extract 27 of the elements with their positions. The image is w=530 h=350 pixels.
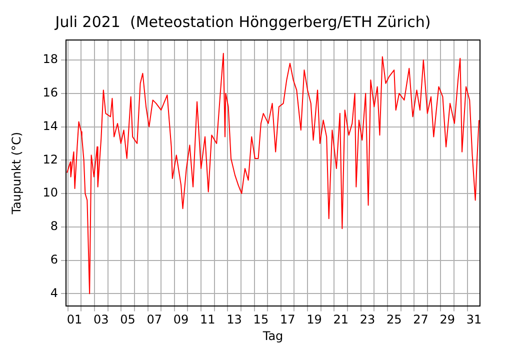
y-tick-label: 14 (42, 118, 58, 133)
x-tick-label: 11 (200, 312, 216, 327)
x-tick-label: 13 (226, 312, 242, 327)
y-axis-title: Taupunkt (°C) (9, 132, 24, 216)
x-tick-label: 19 (306, 312, 322, 327)
x-tick-label: 23 (360, 312, 376, 327)
y-tick-label: 4 (50, 286, 58, 300)
x-tick-label: 29 (440, 312, 456, 327)
y-tick-label: 6 (50, 252, 58, 266)
y-tick-label: 16 (42, 86, 58, 100)
x-tick-label: 07 (146, 312, 162, 327)
y-tick-label: 18 (42, 52, 58, 66)
x-tick-label: 27 (413, 312, 428, 327)
y-tick-label: 12 (42, 152, 58, 166)
x-tick-label: 25 (386, 312, 402, 327)
x-tick-label: 01 (66, 312, 82, 327)
chart-title: Juli 2021 (Meteostation Hönggerberg/ETH Zürich) (54, 12, 431, 31)
x-tick-label: 05 (120, 312, 136, 327)
x-tick-label: 17 (280, 312, 296, 327)
y-tick-label: 10 (42, 186, 58, 200)
x-tick-label: 31 (466, 312, 482, 327)
x-tick-label: 03 (94, 312, 109, 327)
y-tick-label: 8 (50, 219, 58, 234)
x-tick-label: 21 (333, 312, 348, 327)
x-axis-title: Tag (262, 328, 284, 343)
x-tick-label: 15 (253, 312, 269, 327)
x-tick-label: 09 (173, 312, 189, 327)
